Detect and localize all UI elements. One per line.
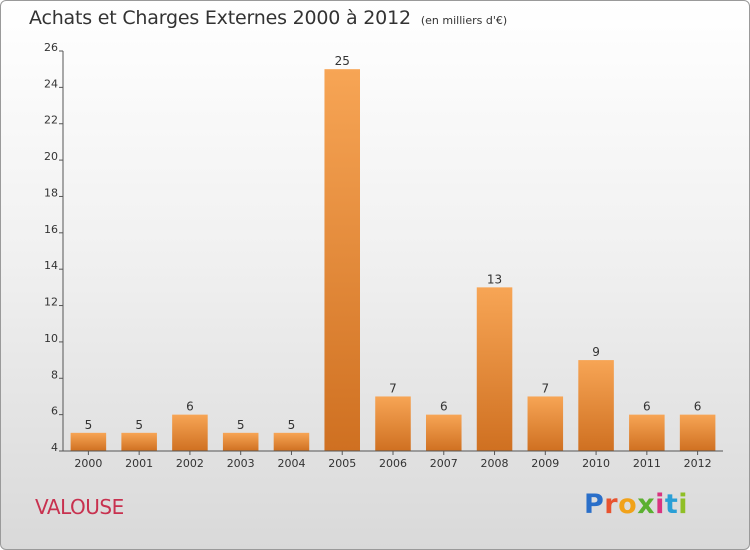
y-tick-label: 16 — [44, 223, 58, 236]
y-tick-label: 10 — [44, 332, 58, 345]
bar-value-label: 9 — [592, 345, 600, 359]
logo-letter: i — [678, 489, 689, 520]
bar-value-label: 6 — [186, 400, 194, 414]
x-tick-label: 2003 — [227, 457, 255, 470]
y-tick-label: 4 — [51, 441, 58, 454]
logo-letter: o — [618, 489, 638, 520]
bar — [324, 69, 360, 451]
proxiti-logo[interactable]: Proxiti — [584, 489, 688, 520]
bar-value-label: 6 — [440, 400, 448, 414]
bar — [222, 432, 259, 451]
y-tick-label: 8 — [51, 368, 58, 381]
chart-title-text: Achats et Charges Externes 2000 à 2012 — [29, 7, 411, 29]
bar — [527, 396, 564, 451]
logo-letter: P — [584, 489, 605, 520]
bar — [70, 432, 107, 451]
y-tick-label: 14 — [44, 259, 58, 272]
bar-value-label: 5 — [237, 418, 245, 432]
x-tick-label: 2001 — [125, 457, 153, 470]
x-tick-label: 2005 — [328, 457, 356, 470]
chart-title: Achats et Charges Externes 2000 à 2012 (e… — [29, 7, 507, 29]
logo-letter: x — [637, 489, 656, 520]
x-tick-label: 2012 — [684, 457, 712, 470]
bar-value-label: 6 — [643, 400, 651, 414]
bar — [629, 414, 665, 451]
x-tick-label: 2002 — [176, 457, 204, 470]
x-tick-label: 2006 — [379, 457, 407, 470]
x-tick-label: 2008 — [481, 457, 509, 470]
x-tick-label: 2000 — [74, 457, 102, 470]
bar — [273, 432, 310, 451]
place-name: VALOUSE — [35, 495, 124, 519]
bar — [476, 287, 513, 451]
y-tick-label: 24 — [44, 77, 58, 90]
bar-value-label: 13 — [487, 272, 502, 286]
logo-letter: t — [664, 489, 679, 520]
y-tick-label: 18 — [44, 186, 58, 199]
y-tick-label: 26 — [44, 41, 58, 54]
bar-value-label: 5 — [288, 418, 296, 432]
x-tick-label: 2004 — [277, 457, 305, 470]
y-tick-label: 12 — [44, 296, 58, 309]
bar-value-label: 7 — [389, 381, 397, 395]
bar — [121, 432, 157, 451]
x-tick-label: 2011 — [633, 457, 661, 470]
bar-value-label: 7 — [541, 381, 549, 395]
x-tick-label: 2009 — [531, 457, 559, 470]
logo-letter: r — [604, 489, 619, 520]
bar — [172, 414, 208, 451]
bar-value-label: 5 — [135, 418, 143, 432]
bar — [426, 414, 462, 451]
bar-value-label: 5 — [85, 418, 93, 432]
y-tick-label: 6 — [51, 405, 58, 418]
bar-value-label: 25 — [335, 54, 350, 68]
bar-value-label: 6 — [694, 400, 702, 414]
logo-letter: i — [655, 489, 665, 520]
chart-unit: (en milliers d'€) — [420, 14, 508, 27]
y-tick-label: 20 — [44, 150, 58, 163]
bar — [578, 360, 614, 451]
bar — [375, 396, 411, 451]
bar — [679, 414, 716, 451]
x-tick-label: 2007 — [430, 457, 458, 470]
x-tick-label: 2010 — [582, 457, 610, 470]
y-tick-label: 22 — [44, 114, 58, 127]
